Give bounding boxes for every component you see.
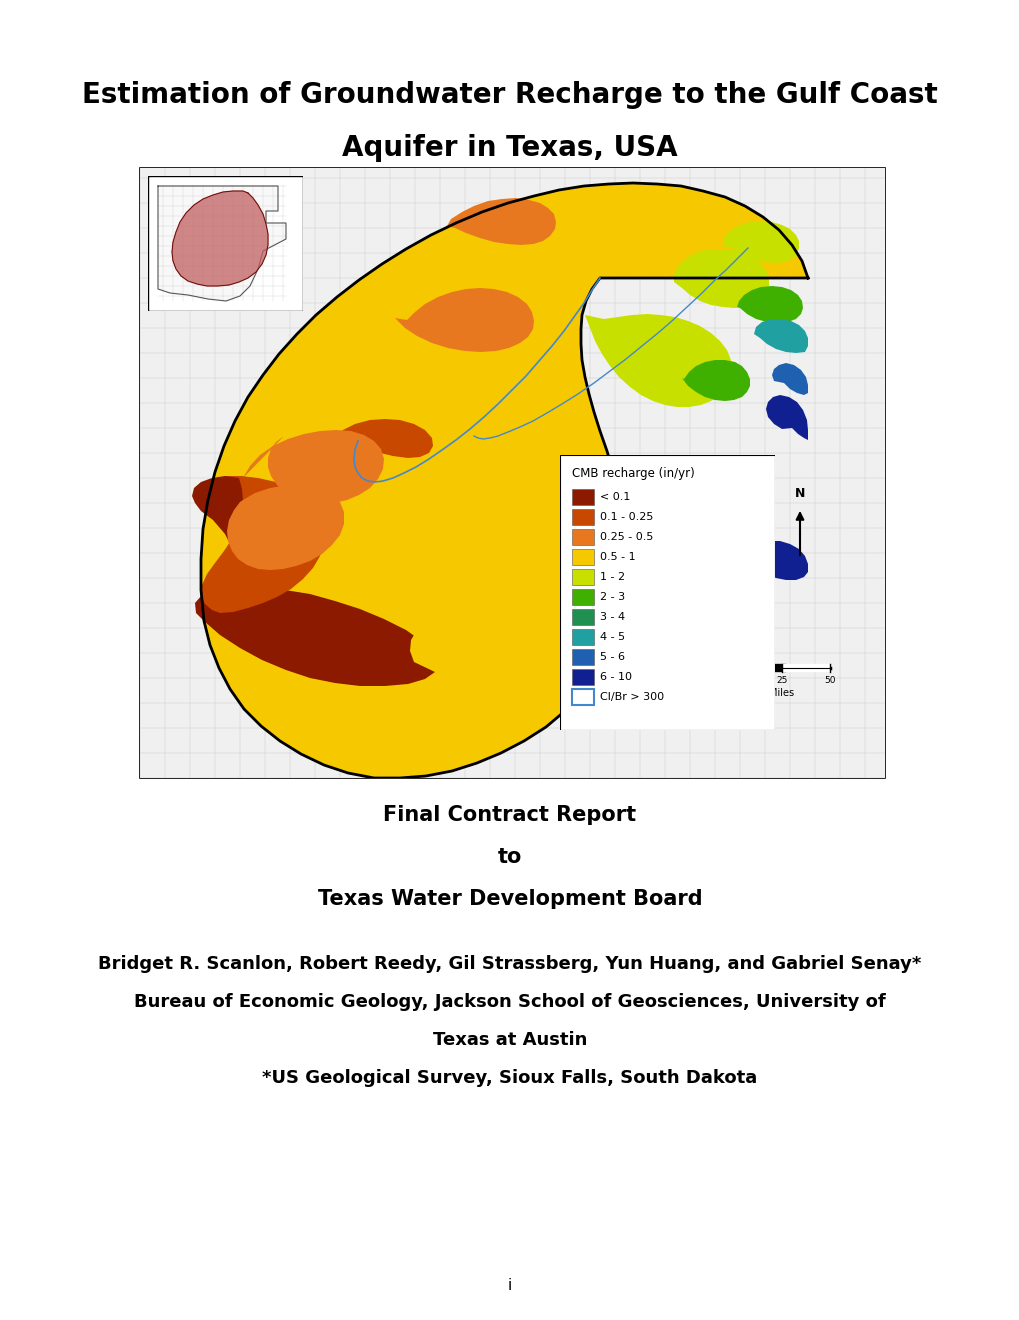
Polygon shape: [751, 541, 807, 579]
Bar: [572, 488, 593, 506]
Polygon shape: [192, 477, 294, 620]
Text: 1 - 2: 1 - 2: [599, 572, 625, 582]
Text: 2 - 3: 2 - 3: [599, 591, 625, 602]
Polygon shape: [722, 220, 798, 263]
Polygon shape: [394, 288, 534, 352]
Text: Miles: Miles: [768, 688, 794, 698]
Text: 0.5 - 1: 0.5 - 1: [599, 552, 635, 562]
Text: Texas Water Development Board: Texas Water Development Board: [317, 888, 702, 909]
Polygon shape: [336, 418, 433, 458]
Polygon shape: [753, 319, 807, 352]
Text: Final Contract Report: Final Contract Report: [383, 805, 636, 825]
Polygon shape: [158, 186, 285, 301]
Polygon shape: [195, 587, 437, 686]
Polygon shape: [624, 552, 705, 603]
Polygon shape: [585, 314, 733, 407]
Bar: [572, 589, 593, 605]
Polygon shape: [446, 198, 555, 246]
Text: 0.1 - 0.25: 0.1 - 0.25: [599, 512, 653, 521]
Text: Texas at Austin: Texas at Austin: [432, 1031, 587, 1049]
Text: 0.25 - 0.5: 0.25 - 0.5: [599, 532, 653, 543]
Text: 4 - 5: 4 - 5: [599, 632, 625, 642]
Polygon shape: [674, 249, 768, 308]
Text: 5 - 6: 5 - 6: [599, 652, 625, 663]
Text: *US Geological Survey, Sioux Falls, South Dakota: *US Geological Survey, Sioux Falls, Sout…: [262, 1069, 757, 1086]
Text: Aquifer in Texas, USA: Aquifer in Texas, USA: [341, 135, 678, 162]
Polygon shape: [172, 191, 268, 286]
Polygon shape: [201, 477, 325, 612]
Bar: [572, 630, 593, 645]
Polygon shape: [723, 537, 785, 574]
Text: < 0.1: < 0.1: [599, 492, 630, 502]
Polygon shape: [661, 528, 734, 569]
Polygon shape: [410, 609, 527, 681]
Polygon shape: [243, 430, 383, 504]
Bar: [572, 669, 593, 685]
Text: Bureau of Economic Geology, Jackson School of Geosciences, University of: Bureau of Economic Geology, Jackson Scho…: [133, 993, 886, 1011]
Text: 0: 0: [732, 676, 737, 685]
Text: Cl/Br > 300: Cl/Br > 300: [599, 692, 663, 702]
Polygon shape: [682, 360, 749, 401]
Text: 3 - 4: 3 - 4: [599, 612, 625, 622]
Polygon shape: [771, 363, 807, 395]
Text: Estimation of Groundwater Recharge to the Gulf Coast: Estimation of Groundwater Recharge to th…: [83, 81, 936, 110]
Polygon shape: [201, 183, 807, 777]
Polygon shape: [737, 286, 802, 323]
Polygon shape: [227, 484, 343, 570]
Text: i: i: [507, 1278, 512, 1292]
Bar: [572, 569, 593, 585]
Text: CMB recharge (in/yr): CMB recharge (in/yr): [572, 467, 694, 480]
Text: 50: 50: [823, 676, 835, 685]
Bar: [572, 649, 593, 665]
Text: 25: 25: [775, 676, 787, 685]
Text: N: N: [794, 487, 804, 500]
Text: to: to: [497, 847, 522, 867]
Polygon shape: [765, 395, 807, 440]
Bar: [572, 529, 593, 545]
Bar: [572, 609, 593, 624]
Bar: [572, 689, 593, 705]
Text: 6 - 10: 6 - 10: [599, 672, 632, 682]
Bar: [572, 510, 593, 525]
Bar: [572, 549, 593, 565]
Bar: [140, 168, 884, 777]
Text: Bridget R. Scanlon, Robert Reedy, Gil Strassberg, Yun Huang, and Gabriel Senay*: Bridget R. Scanlon, Robert Reedy, Gil St…: [98, 954, 921, 973]
